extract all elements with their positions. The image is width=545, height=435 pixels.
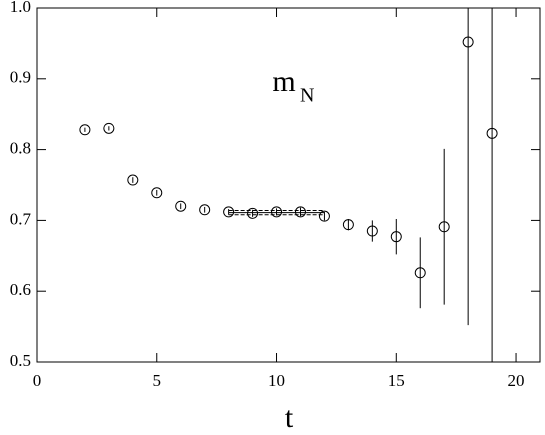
point [390, 231, 402, 243]
y-tick-label: 0.8 [10, 139, 31, 158]
point [342, 219, 354, 231]
plot-frame [36, 7, 541, 363]
point [438, 221, 450, 233]
plot-area [79, 8, 498, 362]
point [175, 200, 187, 212]
x-tick-label: 5 [153, 371, 162, 390]
y-tick-label: 0.7 [10, 209, 32, 228]
point [318, 210, 330, 222]
point [79, 124, 91, 136]
x-tick-label: 20 [508, 371, 525, 390]
y-tick-label: 0.5 [10, 351, 31, 370]
point [223, 206, 235, 218]
point [486, 127, 498, 139]
point [127, 174, 139, 186]
point [151, 187, 163, 199]
y-tick-label: 0.9 [10, 68, 31, 87]
x-tick-label: 15 [388, 371, 405, 390]
annotation-subscript: N [300, 85, 314, 107]
x-tick-label: 10 [268, 371, 285, 390]
point [366, 225, 378, 237]
point [462, 36, 474, 48]
y-tick-label: 1.0 [10, 0, 31, 16]
point [247, 207, 259, 219]
point [294, 206, 306, 218]
x-axis-label: t [285, 401, 294, 434]
y-tick-label: 0.6 [10, 280, 31, 299]
point [414, 267, 426, 279]
x-tick-label: 0 [33, 371, 42, 390]
annotation: m [272, 65, 295, 98]
point [271, 206, 283, 218]
point [199, 204, 211, 216]
point [103, 122, 115, 134]
